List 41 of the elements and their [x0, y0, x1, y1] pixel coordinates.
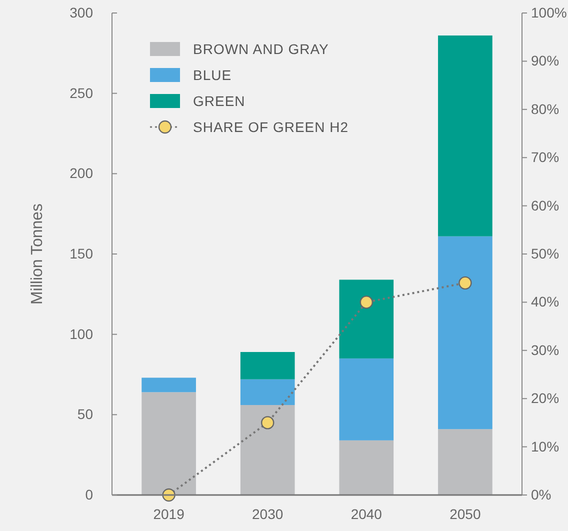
y-tick-label: 300: [70, 4, 94, 20]
y2-tick-label: 40%: [531, 294, 560, 310]
bar: [438, 236, 492, 430]
point: [458, 276, 472, 290]
bar: [438, 35, 492, 236]
bar: [438, 429, 492, 495]
y-tick-label: 0: [85, 486, 94, 502]
y2-tick-label: 20%: [531, 390, 560, 406]
bar: [240, 405, 295, 495]
y2-tick-label: 60%: [531, 197, 560, 214]
y2-tick-label: 100%: [531, 4, 567, 20]
bar: [339, 358, 394, 440]
y2-tick-label: 0%: [531, 486, 552, 502]
y-axis-title: Million Tonnes: [29, 203, 46, 305]
y-tick-label: 100: [70, 326, 94, 342]
y-tick-label: 250: [70, 84, 94, 101]
bar: [240, 379, 295, 406]
y-tick-label: 50: [77, 406, 94, 422]
point: [360, 296, 373, 309]
y2-tick-label: 70%: [531, 149, 560, 166]
legend-label: GREEN: [193, 92, 246, 109]
x-tick-label: 2040: [350, 506, 382, 522]
point: [261, 416, 274, 430]
legend-label: SHARE OF GREEN H2: [193, 118, 349, 135]
legend-label: BROWN AND GRAY: [193, 40, 330, 57]
y2-tick-label: 10%: [531, 438, 560, 454]
y2-tick-label: 50%: [531, 245, 560, 262]
bar: [142, 392, 196, 495]
bar: [240, 352, 295, 380]
legend-label: BLUE: [193, 66, 232, 83]
bar: [339, 280, 394, 358]
x-tick-label: 2030: [252, 506, 284, 522]
x-tick-label: 2019: [153, 506, 185, 522]
y2-tick-label: 90%: [531, 52, 560, 69]
bar: [339, 440, 394, 495]
bar: [142, 378, 196, 392]
x-tick-label: 2050: [450, 506, 481, 522]
y2-tick-label: 80%: [531, 100, 560, 117]
y2-tick-label: 30%: [531, 342, 560, 358]
y-tick-label: 200: [70, 165, 94, 182]
y-tick-label: 150: [70, 245, 94, 262]
